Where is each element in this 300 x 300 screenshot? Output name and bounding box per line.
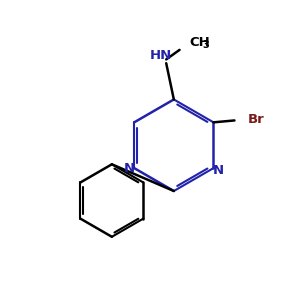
Text: 3: 3	[202, 40, 209, 50]
Text: HN: HN	[149, 49, 172, 62]
Text: N: N	[124, 162, 135, 175]
Text: CH: CH	[189, 36, 210, 49]
Text: Br: Br	[248, 113, 265, 126]
Text: N: N	[213, 164, 224, 178]
